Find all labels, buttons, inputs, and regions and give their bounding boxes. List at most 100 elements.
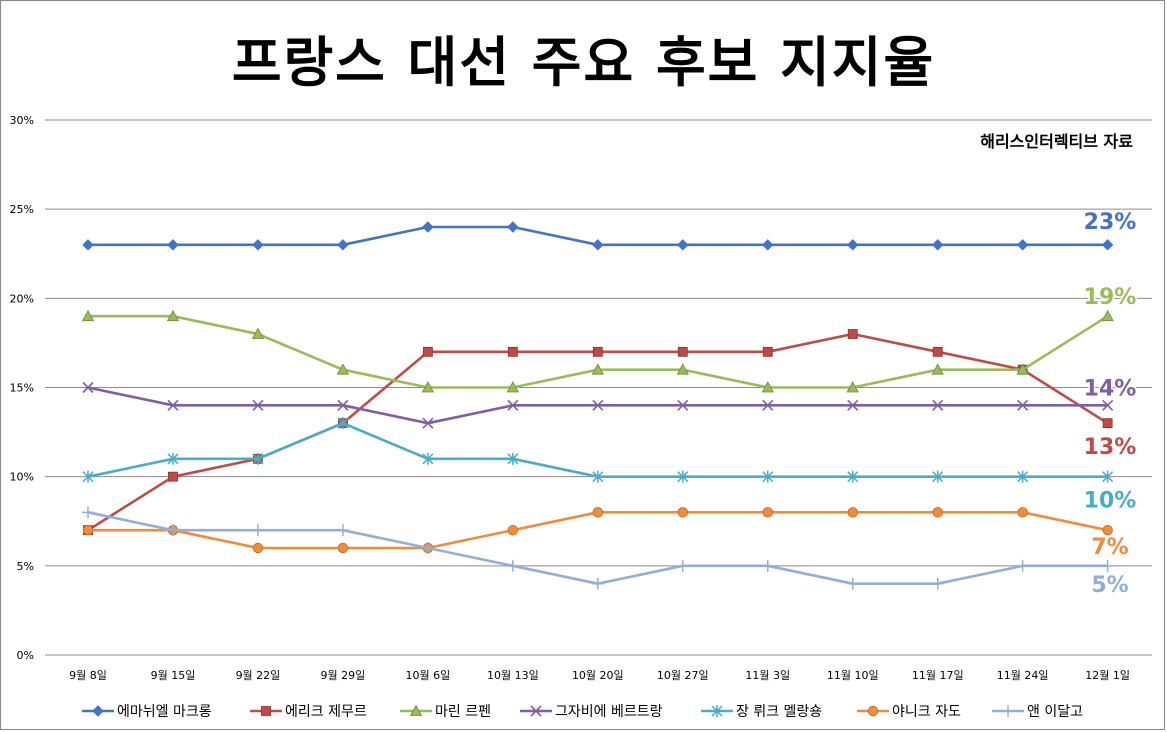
y-tick-label: 25%: [10, 203, 34, 216]
data-point: [1102, 399, 1114, 411]
end-value-label: 13%: [1084, 435, 1137, 460]
y-tick-label: 10%: [10, 471, 34, 484]
legend-marker: [867, 705, 879, 717]
data-point: [847, 239, 859, 251]
legend-label: 에리크 제무르: [285, 704, 367, 720]
legend-label: 그자비에 베르트랑: [555, 704, 663, 720]
data-point: [677, 399, 689, 411]
data-point: [676, 559, 689, 572]
data-point: [1102, 524, 1113, 536]
data-point: [252, 542, 264, 554]
data-point: [251, 327, 265, 339]
data-point: [762, 470, 774, 483]
data-point: [677, 507, 688, 518]
data-point: [847, 329, 858, 339]
chart-source: 해리스인터렉티브 자료: [980, 132, 1133, 151]
legend-label: 에마뉘엘 마크롱: [117, 704, 212, 720]
data-point: [677, 239, 689, 251]
data-point: [82, 524, 94, 536]
data-point: [337, 542, 349, 554]
end-value-label: 14%: [1084, 376, 1137, 401]
chart-title: 프랑스 대선 주요 후보 지지율: [231, 31, 936, 94]
end-value-label: 5%: [1091, 573, 1128, 598]
data-point: [847, 399, 859, 411]
data-point: [1102, 470, 1114, 483]
data-point: [1017, 470, 1029, 483]
x-tick-label: 9월 8일: [69, 668, 107, 682]
end-value-label: 10%: [1084, 489, 1137, 514]
data-point: [252, 399, 264, 411]
data-point: [422, 221, 434, 233]
data-point: [592, 399, 604, 411]
data-point: [82, 470, 94, 483]
end-value-label: 7%: [1091, 535, 1128, 560]
data-point: [507, 399, 519, 411]
y-tick-label: 15%: [10, 382, 34, 395]
legend-label: 앤 이달고: [1027, 704, 1083, 720]
data-point: [761, 559, 774, 572]
x-tick-label: 9월 15일: [151, 668, 196, 682]
data-point: [761, 381, 774, 393]
data-point: [932, 399, 944, 411]
data-point: [252, 452, 264, 465]
data-point: [507, 346, 518, 357]
data-point: [1016, 363, 1029, 375]
data-point: [507, 221, 519, 233]
legend-marker: [530, 705, 542, 717]
data-point: [762, 399, 774, 411]
data-point: [846, 381, 859, 393]
data-point: [592, 507, 604, 518]
legend-label: 마린 르펜: [435, 704, 491, 720]
y-tick-label: 30%: [10, 114, 34, 127]
x-tick-label: 11월 24일: [997, 668, 1049, 682]
end-value-label: 19%: [1084, 285, 1137, 310]
data-point: [421, 381, 435, 393]
data-point: [1016, 239, 1029, 251]
x-tick-label: 10월 6일: [406, 668, 451, 682]
legend-marker: [1002, 705, 1014, 717]
data-point: [591, 577, 604, 590]
legend-label: 장 뤼크 멜랑숑: [736, 704, 822, 720]
data-point: [168, 471, 178, 482]
end-value-label: 23%: [1084, 210, 1137, 235]
data-point: [931, 363, 944, 375]
data-point: [677, 470, 689, 483]
data-point: [591, 363, 604, 375]
data-point: [762, 507, 773, 518]
data-point: [251, 524, 264, 537]
data-point: [337, 417, 349, 430]
data-point: [422, 346, 433, 357]
data-point: [422, 452, 434, 465]
x-tick-label: 9월 22일: [236, 668, 281, 682]
x-tick-label: 11월 17일: [912, 668, 964, 682]
data-point: [507, 524, 519, 536]
data-point: [846, 577, 859, 590]
data-point: [81, 309, 95, 322]
data-point: [166, 524, 179, 537]
data-point: [931, 577, 944, 590]
data-point: [1017, 399, 1029, 411]
x-tick-label: 11월 10일: [827, 668, 879, 682]
data-point: [677, 346, 688, 357]
series-line-6: [87, 511, 1108, 585]
data-point: [1017, 507, 1028, 518]
data-point: [762, 346, 773, 357]
legend-marker: [92, 705, 104, 717]
data-point: [762, 239, 774, 251]
legend-marker: [409, 704, 423, 716]
data-point: [592, 239, 604, 251]
data-point: [337, 399, 349, 411]
x-tick-label: 12월 1일: [1085, 668, 1130, 682]
data-point: [422, 417, 434, 429]
data-point: [592, 346, 603, 357]
legend-marker: [261, 706, 271, 716]
data-point: [421, 542, 434, 554]
x-tick-label: 10월 13일: [487, 668, 539, 682]
legend-label: 야니크 자도: [892, 704, 961, 720]
x-tick-label: 9월 29일: [321, 668, 366, 682]
data-point: [336, 363, 350, 375]
data-point: [167, 239, 179, 251]
data-point: [82, 506, 94, 519]
